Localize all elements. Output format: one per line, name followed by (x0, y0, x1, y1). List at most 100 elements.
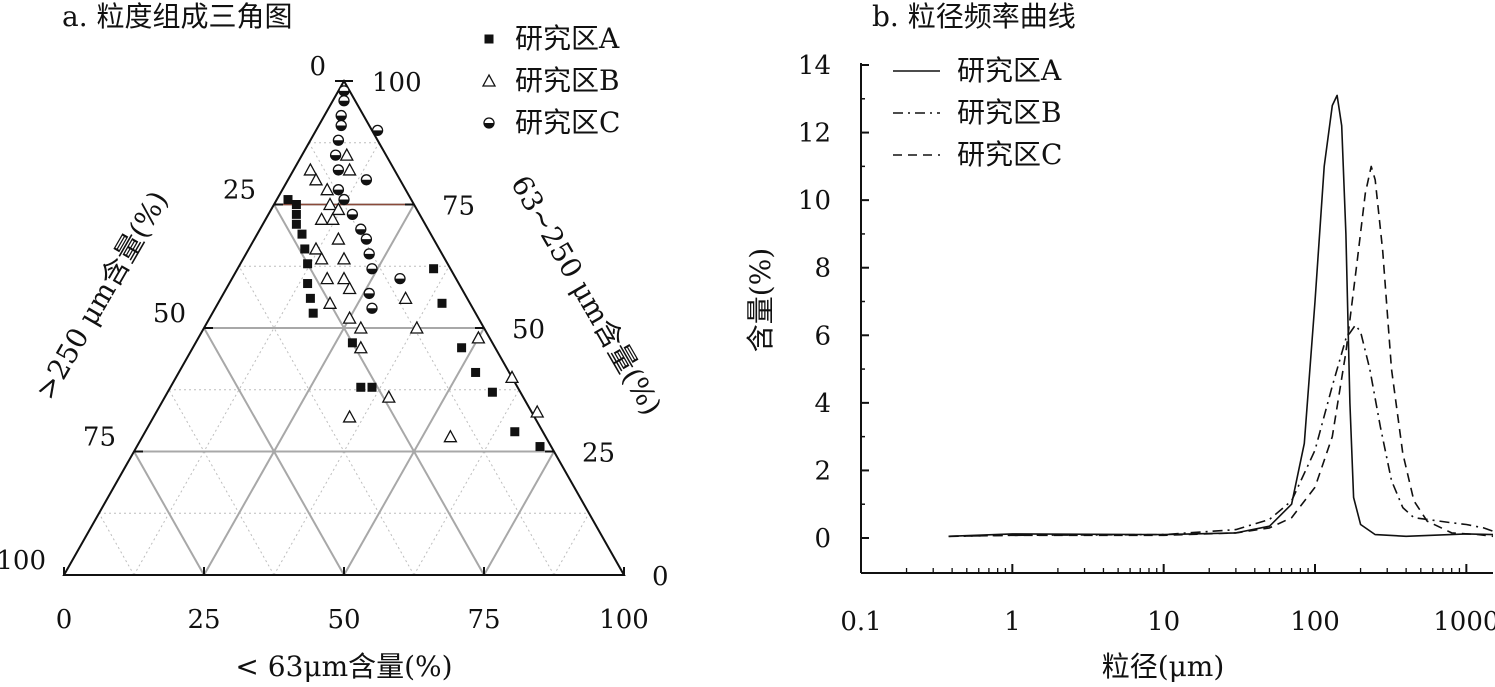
point-研究区A (303, 279, 313, 289)
legend-marker (484, 34, 494, 44)
legend-label: 研究区A (957, 54, 1062, 87)
point-研究区B (303, 162, 318, 176)
point-研究区C (332, 184, 345, 196)
point-研究区C (338, 85, 350, 97)
y-axis-title: 含量(%) (744, 248, 777, 352)
x-tick-label: 100 (1290, 607, 1340, 637)
grid-line-major (203, 204, 415, 576)
point-研究区B (353, 320, 368, 334)
point-研究区A (305, 293, 315, 303)
y-tick-label: 8 (814, 254, 831, 284)
point-研究区B (342, 409, 357, 423)
point-研究区B (314, 251, 329, 265)
marker-fill (339, 199, 349, 205)
point-研究区C (332, 164, 345, 176)
y-tick-label: 6 (814, 321, 831, 351)
left-axis-title: >250 μm含量(%) (29, 185, 175, 405)
marker-fill (395, 278, 405, 284)
marker-fill (333, 140, 344, 146)
point-研究区C (346, 208, 359, 221)
marker-fill (364, 253, 375, 259)
series-line-研究区B (948, 324, 1494, 538)
grid-line-minor (553, 513, 590, 576)
x-tick-label: 1000 (1433, 607, 1495, 637)
point-研究区B (353, 340, 368, 354)
point-研究区A (283, 195, 293, 205)
point-研究区C (363, 287, 375, 300)
point-研究区B (331, 202, 346, 216)
bottom-tick-label: 75 (467, 605, 500, 635)
left-tick-label: 50 (153, 299, 186, 329)
marker-fill (330, 155, 341, 161)
point-研究区B (322, 295, 338, 309)
point-研究区A (457, 343, 467, 353)
legend-label: 研究区B (515, 64, 620, 97)
point-研究区A (535, 442, 545, 452)
right-tick-label: 25 (582, 439, 615, 469)
y-tick-label: 2 (814, 456, 831, 486)
x-axis-title: 粒径(μm) (1102, 650, 1225, 683)
point-研究区B (409, 320, 424, 334)
legend-label: 研究区C (515, 106, 620, 139)
point-研究区C (360, 174, 373, 186)
point-研究区A (291, 209, 301, 219)
point-研究区A (471, 367, 481, 377)
point-研究区C (329, 149, 342, 161)
point-研究区B (320, 182, 335, 196)
point-研究区B (530, 404, 545, 418)
point-研究区A (437, 298, 447, 308)
point-研究区B (331, 231, 346, 245)
point-研究区C (366, 302, 378, 314)
point-研究区C (338, 95, 350, 107)
legend-marker (483, 117, 495, 129)
panel-b-title: b. 粒径频率曲线 (872, 0, 1076, 33)
panel-a-title: a. 粒度组成三角图 (62, 0, 293, 33)
left-tick-label: 75 (83, 423, 116, 453)
point-研究区B (443, 429, 458, 443)
marker-fill (339, 100, 349, 106)
point-研究区B (325, 211, 340, 225)
marker-fill (367, 308, 377, 314)
point-研究区A (297, 229, 307, 239)
point-研究区A (356, 382, 366, 392)
point-研究区B (504, 370, 520, 384)
point-研究区B (308, 172, 324, 186)
point-研究区C (363, 248, 375, 260)
grid-line-major (483, 451, 555, 576)
grid-line-minor (168, 389, 275, 576)
marker-fill (336, 125, 347, 131)
point-研究区C (335, 119, 347, 132)
point-研究区A (303, 259, 313, 269)
grid-line-major (133, 451, 205, 576)
grid-line-minor (273, 266, 450, 576)
bottom-tick-label: 25 (187, 605, 220, 635)
marker-fill (333, 189, 344, 195)
point-研究区C (338, 193, 350, 206)
y-tick-label: 10 (798, 186, 831, 216)
point-研究区B (342, 310, 357, 324)
point-研究区A (510, 427, 520, 437)
x-tick-label: 10 (1147, 607, 1180, 637)
right-tick-label: 0 (652, 562, 669, 592)
marker-fill (339, 90, 349, 96)
legend-marker (481, 73, 497, 87)
grid-line-major (203, 327, 345, 576)
right-tick-label: 100 (372, 68, 422, 98)
legend-label: 研究区C (957, 138, 1062, 171)
marker-fill (484, 123, 494, 128)
legend-label: 研究区A (515, 22, 620, 55)
point-研究区C (355, 223, 367, 235)
ternary-panel: a. 粒度组成三角图 0 25 50 75 1000255075100100755025… (0, 0, 669, 683)
point-研究区A (291, 200, 301, 209)
bottom-tick-label: 100 (599, 605, 649, 635)
left-tick-label: 100 (0, 546, 46, 576)
point-研究区A (291, 219, 301, 229)
point-研究区A (300, 244, 310, 254)
y-tick-label: 4 (814, 389, 831, 419)
y-tick-label: 14 (798, 51, 831, 81)
right-tick-label: 75 (442, 192, 475, 222)
point-研究区A (429, 264, 439, 274)
point-研究区C (394, 272, 406, 285)
